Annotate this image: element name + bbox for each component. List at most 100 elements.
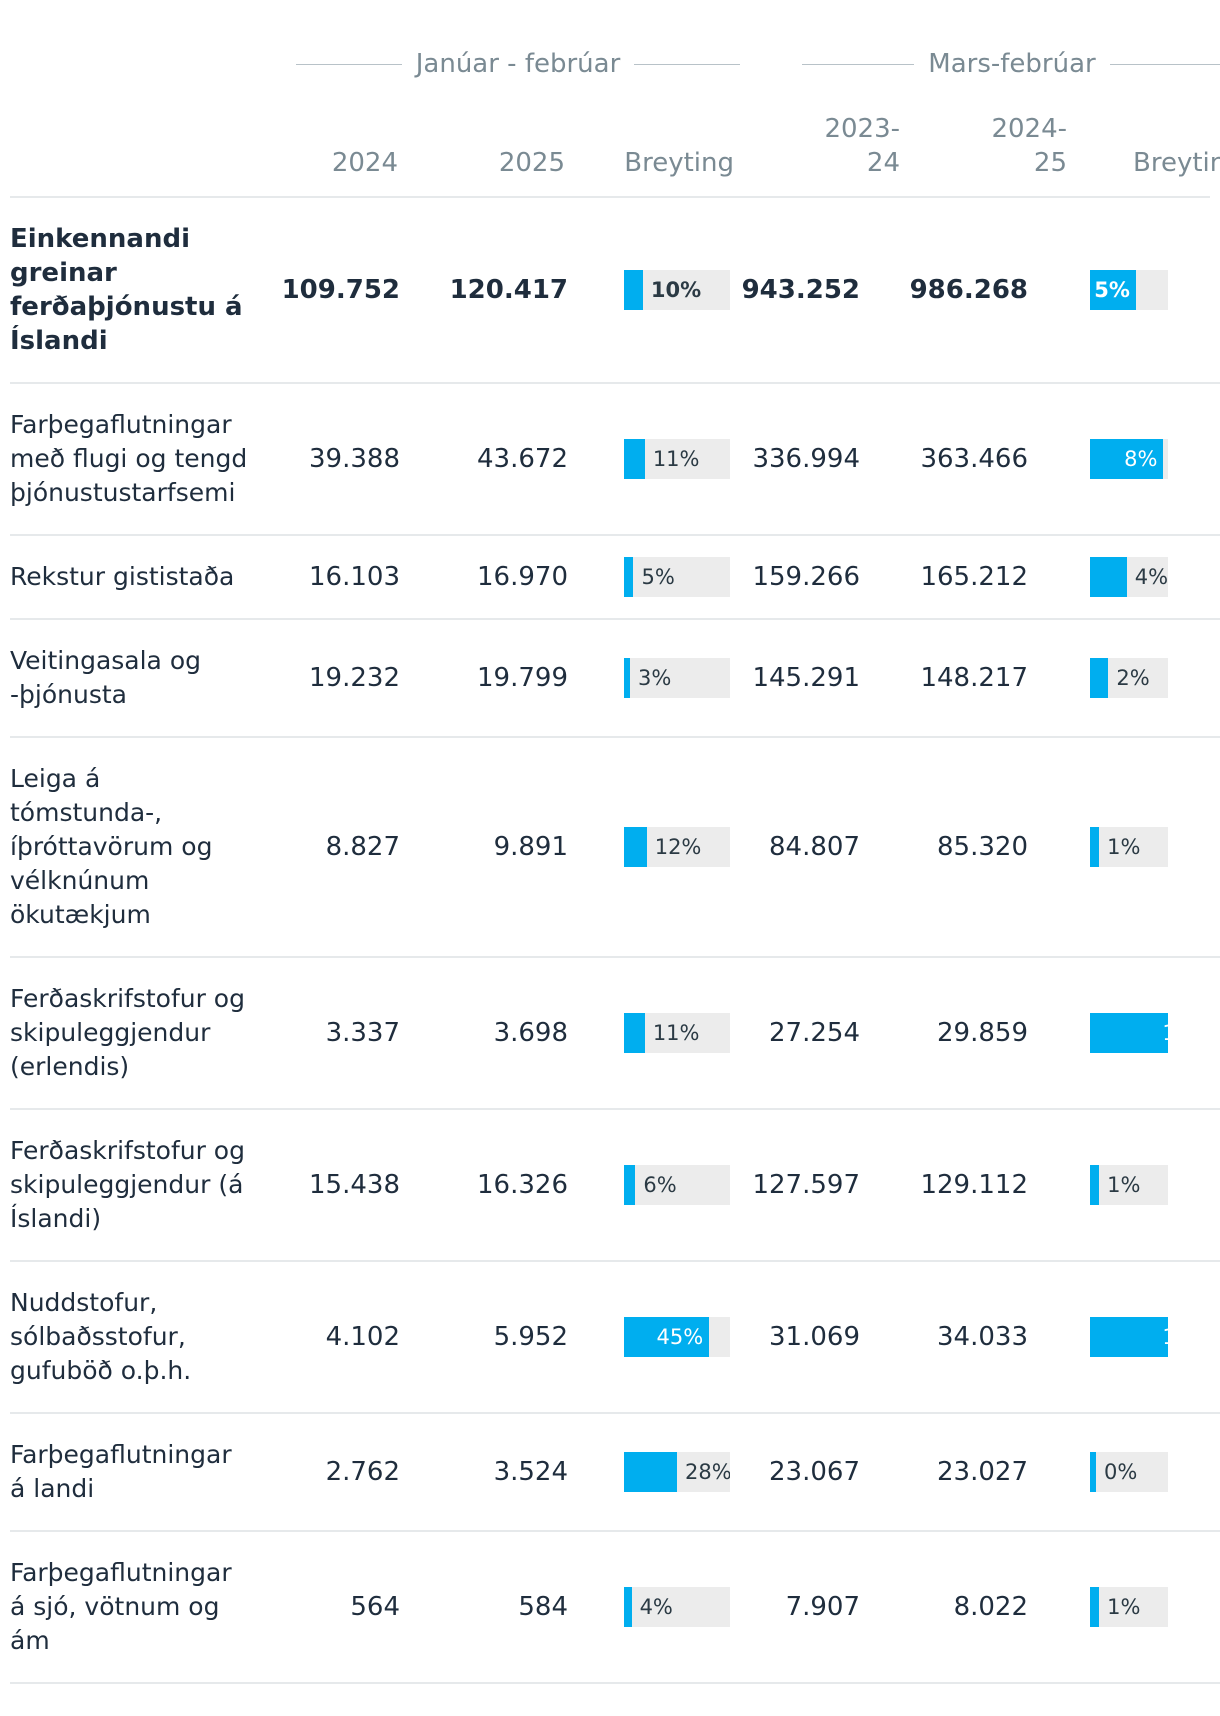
change-label: 28%: [685, 1460, 730, 1484]
table-row: Farþegaflutningar á landi 2.762 3.524 28% 23…: [10, 1413, 1220, 1532]
change-cell-jan-feb: 5%: [568, 535, 730, 620]
change-cell-jan-feb: 10%: [568, 198, 730, 384]
header-divider: [10, 196, 1210, 198]
change-bar-fill: [624, 270, 643, 310]
change-bar-fill: [1090, 1165, 1100, 1205]
table-body: Einkennandi greinar ferðaþjónustu á Ísla…: [10, 198, 1220, 1684]
row-label: Rekstur gististaða: [10, 535, 248, 620]
value-2025: 5.952: [400, 1261, 568, 1414]
table-row: Leiga á tómstunda-, íþróttavörum og vélk…: [10, 737, 1220, 958]
row-label: Einkennandi greinar ferðaþjónustu á Ísla…: [10, 198, 248, 384]
change-bar: 0%: [1090, 1452, 1168, 1492]
row-label: Farþegaflutningar á landi: [10, 1413, 248, 1532]
change-label: 10%: [650, 278, 702, 302]
table-row: Nuddstofur, sólbaðsstofur, gufuböð o.þ.h…: [10, 1261, 1220, 1414]
value-2024-25: 85.320: [860, 737, 1028, 958]
change-bar: 8%: [1090, 439, 1168, 479]
change-label: 1: [1162, 1317, 1168, 1357]
change-cell-jan-feb: 11%: [568, 957, 730, 1110]
change-cell-mar-feb: 1%: [1028, 1531, 1220, 1684]
value-2024: 109.752: [248, 198, 400, 384]
change-bar: 5%: [1090, 270, 1168, 310]
value-2024-25: 148.217: [860, 619, 1028, 738]
value-2024: 15.438: [248, 1109, 400, 1262]
group-rule-left: [296, 63, 402, 65]
change-bar-fill: [1090, 1452, 1096, 1492]
change-bar: 2%: [1090, 658, 1168, 698]
change-bar-fill: [1090, 557, 1127, 597]
change-cell-jan-feb: 12%: [568, 737, 730, 958]
change-bar: 1%: [1090, 1165, 1168, 1205]
row-label: Leiga á tómstunda-, íþróttavörum og vélk…: [10, 737, 248, 958]
change-label: 8%: [1124, 447, 1158, 471]
value-2025: 3.698: [400, 957, 568, 1110]
column-header: 2024- 25: [991, 114, 1067, 178]
column-header: Breyting: [624, 148, 734, 178]
change-label: 4%: [1134, 565, 1168, 589]
change-cell-mar-feb: 1: [1028, 957, 1220, 1110]
value-2025: 3.524: [400, 1413, 568, 1532]
change-cell-jan-feb: 6%: [568, 1109, 730, 1262]
change-label: 5%: [1094, 278, 1130, 302]
change-bar: 5%: [624, 557, 730, 597]
value-2025: 16.326: [400, 1109, 568, 1262]
column-header: 2025: [498, 148, 565, 178]
change-bar-fill: [1090, 1587, 1100, 1627]
change-label: 3%: [638, 666, 672, 690]
change-label: 0%: [1104, 1460, 1138, 1484]
value-2024-25: 129.112: [860, 1109, 1028, 1262]
value-2024: 19.232: [248, 619, 400, 738]
change-bar-fill: [624, 1013, 645, 1053]
change-bar: 11%: [624, 439, 730, 479]
value-2024-25: 34.033: [860, 1261, 1028, 1414]
change-bar-fill: [624, 1165, 636, 1205]
change-bar-fill: [1090, 1013, 1168, 1053]
change-cell-jan-feb: 3%: [568, 619, 730, 738]
table-row: Ferðaskrifstofur og skipuleggjendur (á Í…: [10, 1109, 1220, 1262]
table-row: Farþegaflutningar með flugi og tengd þjó…: [10, 383, 1220, 536]
row-label: Farþegaflutningar með flugi og tengd þjó…: [10, 383, 248, 536]
change-bar-fill: [624, 658, 630, 698]
change-cell-mar-feb: 1%: [1028, 737, 1220, 958]
value-2024: 4.102: [248, 1261, 400, 1414]
change-label: 4%: [639, 1595, 673, 1619]
change-bar-fill: [1090, 658, 1109, 698]
change-cell-mar-feb: 2%: [1028, 619, 1220, 738]
value-2025: 16.970: [400, 535, 568, 620]
change-bar-fill: [624, 1452, 677, 1492]
change-bar-fill: [624, 827, 647, 867]
group-rule-right: [634, 63, 741, 65]
change-label: 11%: [652, 447, 700, 471]
row-label: Veitingasala og -þjónusta: [10, 619, 248, 738]
value-2024-25: 165.212: [860, 535, 1028, 620]
value-2023-24: 943.252: [688, 198, 860, 384]
change-bar: 1: [1090, 1013, 1168, 1053]
column-header: 2023- 24: [824, 114, 900, 178]
value-2024-25: 363.466: [860, 383, 1028, 536]
change-label: 2%: [1116, 666, 1150, 690]
value-2024-25: 29.859: [860, 957, 1028, 1110]
change-bar-fill: [1090, 439, 1164, 479]
data-table: Einkennandi greinar ferðaþjónustu á Ísla…: [10, 198, 1220, 1684]
group-label: Mars-febrúar: [928, 49, 1096, 79]
value-2023-24: 145.291: [688, 619, 860, 738]
change-label: 1: [1162, 1013, 1168, 1053]
table-row: Farþegaflutningar á sjó, vötnum og ám 564…: [10, 1531, 1220, 1684]
change-cell-mar-feb: 8%: [1028, 383, 1220, 536]
column-header: Breyting: [1133, 148, 1220, 178]
change-bar-fill: [1090, 270, 1136, 310]
change-bar: 45%: [624, 1317, 730, 1357]
value-2024-25: 8.022: [860, 1531, 1028, 1684]
row-label: Farþegaflutningar á sjó, vötnum og ám: [10, 1531, 248, 1684]
change-label: 45%: [656, 1325, 704, 1349]
row-label: Ferðaskrifstofur og skipuleggjendur (erl…: [10, 957, 248, 1110]
change-cell-mar-feb: 1: [1028, 1261, 1220, 1414]
change-bar-fill: [1090, 1317, 1168, 1357]
group-header-mar-feb: Mars-febrúar: [802, 46, 1220, 82]
value-2024: 3.337: [248, 957, 400, 1110]
change-bar: 3%: [624, 658, 730, 698]
value-2024: 16.103: [248, 535, 400, 620]
change-cell-jan-feb: 4%: [568, 1531, 730, 1684]
change-cell-mar-feb: 1%: [1028, 1109, 1220, 1262]
change-label: 5%: [641, 565, 675, 589]
